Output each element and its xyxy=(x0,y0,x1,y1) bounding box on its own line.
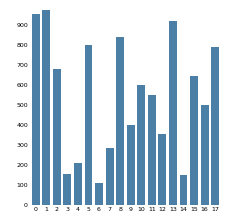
Bar xyxy=(53,69,61,205)
Bar xyxy=(74,163,81,205)
Bar xyxy=(32,14,40,205)
Bar xyxy=(126,125,134,205)
Bar xyxy=(137,85,145,205)
Bar xyxy=(42,10,50,205)
Bar xyxy=(95,183,103,205)
Bar xyxy=(168,21,176,205)
Bar xyxy=(200,105,208,205)
Bar xyxy=(189,76,197,205)
Bar xyxy=(116,37,124,205)
Bar xyxy=(84,45,92,205)
Bar xyxy=(147,95,155,205)
Bar xyxy=(158,134,166,205)
Bar xyxy=(210,47,218,205)
Bar xyxy=(105,148,113,205)
Bar xyxy=(63,174,71,205)
Bar xyxy=(179,175,187,205)
